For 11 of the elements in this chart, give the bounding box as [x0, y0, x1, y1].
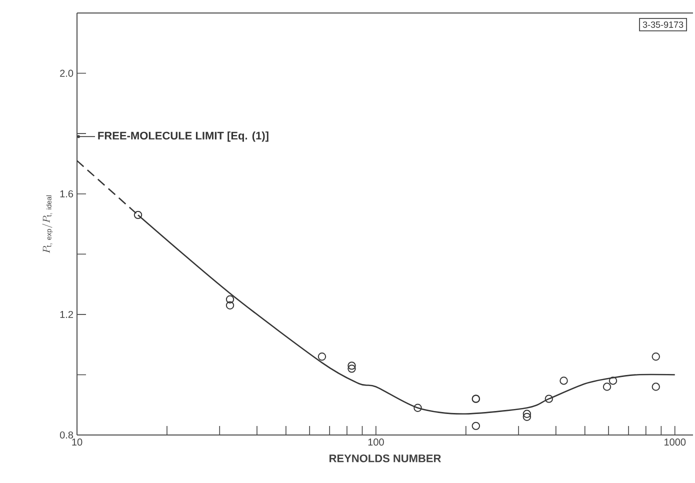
y-tick-label: 0.8: [60, 431, 74, 439]
y-tick-label: 1.2: [60, 310, 73, 318]
x-axis-title: REYNOLDS NUMBER: [330, 454, 441, 462]
y-tick-label: 1.6: [60, 190, 74, 198]
y-axis-title: $P_{\mathrm{t,\ exp}}/P_{\mathrm{t,\ ideal}}$: [42, 195, 53, 254]
x-tick-label: 10: [72, 438, 82, 446]
x-tick-label: 100: [368, 438, 384, 446]
x-tick-label: 1000: [664, 438, 686, 446]
annotation: 3-35-9173: [642, 21, 684, 28]
y-tick-label: 2.0: [60, 70, 74, 77]
annotation: FREE-MOLECULE LIMIT [Eq. (1)]: [98, 131, 268, 142]
